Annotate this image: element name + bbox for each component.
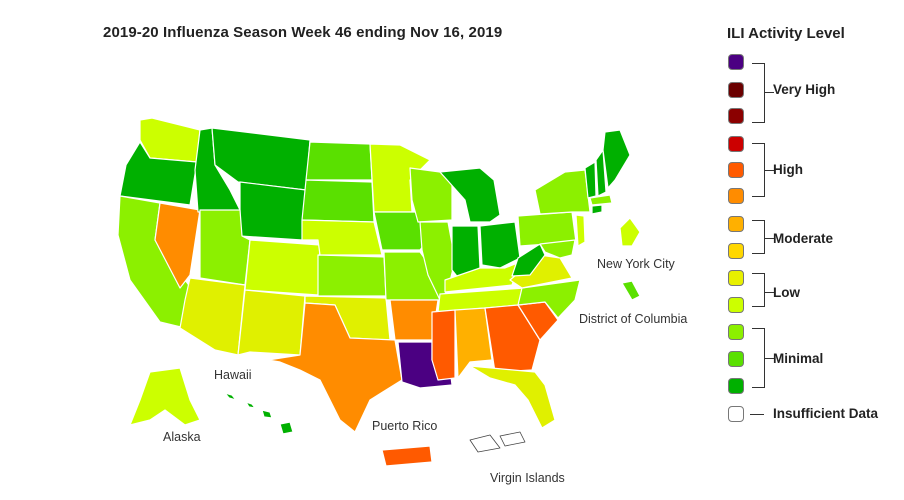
state-alaska[interactable] — [129, 367, 201, 426]
legend-label-high: High — [773, 162, 803, 177]
bracket-tick-minimal — [765, 358, 774, 359]
label-virgin-islands: Virgin Islands — [490, 471, 565, 485]
legend-swatch-level-0 — [728, 324, 744, 340]
bracket-low — [752, 273, 765, 307]
state-north-carolina[interactable] — [517, 279, 581, 319]
state-alabama[interactable] — [454, 307, 493, 379]
map-title: 2019-20 Influenza Season Week 46 ending … — [103, 24, 503, 41]
territory-puerto-rico[interactable] — [381, 445, 433, 467]
legend-swatch-level-8 — [728, 108, 744, 124]
dc-callout[interactable] — [621, 280, 641, 301]
state-new-hampshire[interactable] — [595, 149, 607, 197]
bracket-tick-very-high — [765, 92, 774, 93]
legend-swatch-level-7 — [728, 136, 744, 152]
state-michigan[interactable] — [439, 167, 501, 223]
state-florida[interactable] — [469, 365, 556, 429]
state-new-jersey[interactable] — [575, 214, 586, 247]
state-vermont[interactable] — [584, 161, 597, 199]
state-south-dakota[interactable] — [301, 179, 375, 223]
state-texas[interactable] — [267, 302, 403, 433]
legend-swatch-level-4 — [728, 216, 744, 232]
state-mississippi[interactable] — [431, 309, 456, 381]
legend-swatch-level-2 — [728, 270, 744, 286]
state-new-york[interactable] — [534, 169, 591, 215]
state-maryland[interactable] — [539, 239, 576, 259]
bracket-high — [752, 143, 765, 197]
legend-swatch-level-10 — [728, 54, 744, 70]
nyc-callout[interactable] — [619, 217, 641, 247]
state-massachusetts[interactable] — [589, 194, 613, 206]
label-hawaii: Hawaii — [214, 368, 252, 382]
legend-label-minimal: Minimal — [773, 351, 824, 366]
state-oregon[interactable] — [119, 141, 198, 206]
state-wyoming[interactable] — [239, 181, 307, 241]
state-colorado[interactable] — [244, 239, 321, 296]
bracket-tick-low — [765, 292, 774, 293]
legend-swatch-level-6 — [728, 162, 744, 178]
bracket-very-high — [752, 63, 765, 123]
bracket-minimal — [752, 328, 765, 388]
legend-swatch-level-1 — [728, 297, 744, 313]
state-ohio[interactable] — [479, 221, 521, 269]
bracket-moderate — [752, 220, 765, 254]
territory-virgin-islands[interactable] — [469, 431, 526, 453]
state-arkansas[interactable] — [389, 299, 439, 341]
state-maine[interactable] — [602, 129, 631, 189]
bracket-tick-high — [765, 170, 774, 171]
state-connecticut[interactable] — [591, 204, 603, 215]
label-alaska: Alaska — [163, 430, 201, 444]
state-west-virginia[interactable] — [511, 243, 546, 277]
label-new-york-city: New York City — [597, 257, 675, 271]
label-district-of-columbia: District of Columbia — [579, 312, 688, 326]
legend-swatch-level-5 — [728, 188, 744, 204]
legend-swatch-level-3 — [728, 243, 744, 259]
legend-swatch-level-neg3 — [728, 406, 744, 422]
legend-swatch-level-9 — [728, 82, 744, 98]
legend-label-insufficient-data: Insufficient Data — [773, 406, 879, 421]
state-kansas[interactable] — [317, 254, 387, 297]
legend-label-moderate: Moderate — [773, 231, 834, 246]
label-puerto-rico: Puerto Rico — [372, 419, 438, 433]
legend-swatch-level-neg1 — [728, 351, 744, 367]
bracket-tick-insufficient — [750, 414, 764, 415]
state-hawaii[interactable] — [224, 392, 294, 435]
state-georgia[interactable] — [484, 304, 541, 373]
legend-swatch-level-neg2 — [728, 378, 744, 394]
legend-title: ILI Activity Level — [727, 25, 845, 42]
legend-label-very-high: Very High — [773, 82, 836, 97]
state-montana[interactable] — [211, 127, 311, 191]
legend-label-low: Low — [773, 285, 800, 300]
bracket-tick-moderate — [765, 238, 774, 239]
state-arizona[interactable] — [179, 277, 246, 356]
state-new-mexico[interactable] — [237, 289, 306, 356]
state-nevada[interactable] — [154, 202, 201, 289]
state-north-dakota[interactable] — [305, 141, 373, 181]
